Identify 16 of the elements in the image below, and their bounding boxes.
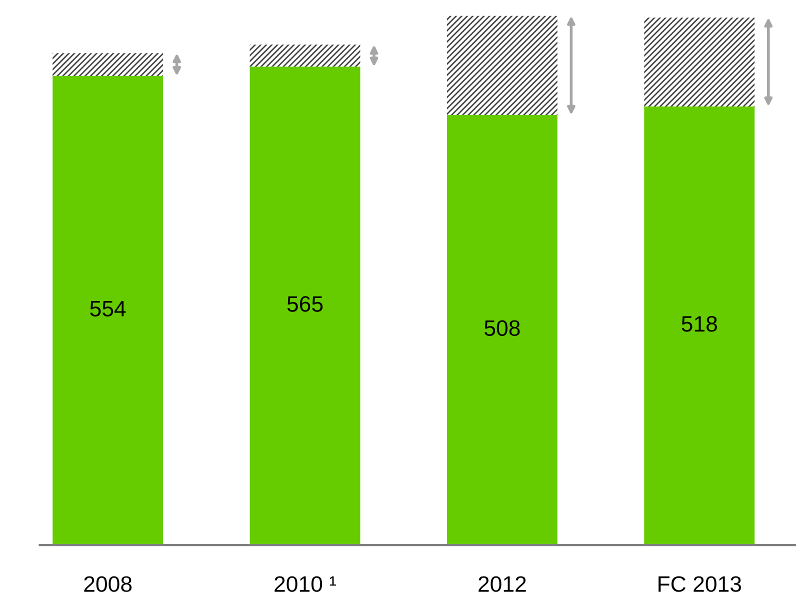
bar [446, 114, 558, 546]
data-label: 508 [484, 320, 520, 336]
bar [52, 53, 164, 76]
bar [644, 18, 755, 106]
data-label: 565 [287, 296, 323, 312]
bar [446, 16, 558, 115]
data-label: 554 [90, 300, 126, 316]
x-tick-label: FC 2013 [658, 576, 742, 592]
bar [250, 44, 360, 67]
data-label: 518 [682, 316, 717, 332]
x-tick-label: 2010 ¹ [274, 576, 336, 592]
x-tick-label: 2008 [84, 576, 132, 592]
bar [52, 76, 164, 546]
bar [644, 106, 755, 546]
x-tick-label: 2012 [478, 576, 526, 592]
bar [250, 66, 360, 546]
